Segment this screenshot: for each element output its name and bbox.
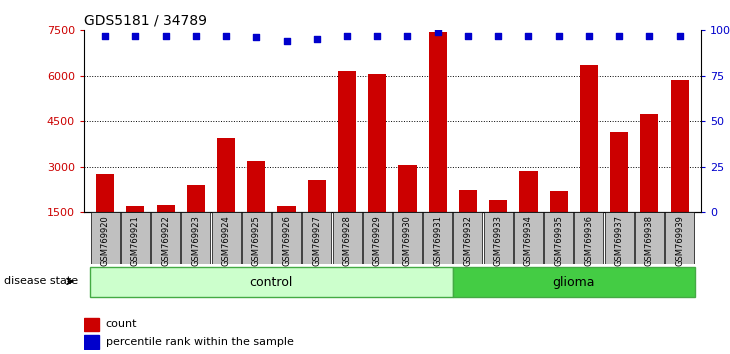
Text: GSM769932: GSM769932 (464, 215, 472, 266)
Bar (363, 212, 392, 264)
Point (160, 33, 172, 38)
Text: count: count (106, 319, 137, 329)
Bar (459, 190, 477, 258)
Bar (544, 212, 573, 264)
Bar (187, 185, 205, 258)
Point (281, 38, 293, 44)
Point (613, 33, 625, 38)
Bar (368, 74, 386, 258)
Text: disease state: disease state (4, 276, 78, 286)
Text: GSM769922: GSM769922 (161, 215, 170, 266)
Text: GSM769920: GSM769920 (101, 215, 110, 266)
Point (553, 33, 564, 38)
Text: GSM769937: GSM769937 (615, 215, 623, 266)
Bar (90, 267, 453, 297)
Bar (338, 71, 356, 258)
Bar (550, 191, 568, 258)
Point (523, 33, 534, 38)
Point (372, 33, 383, 38)
Text: GSM769929: GSM769929 (373, 215, 382, 266)
Point (583, 33, 595, 38)
Text: GSM769931: GSM769931 (433, 215, 442, 266)
Bar (604, 212, 634, 264)
Text: GSM769926: GSM769926 (282, 215, 291, 266)
Bar (156, 205, 174, 258)
Text: control: control (250, 276, 293, 289)
Point (644, 33, 656, 38)
Point (99, 33, 111, 38)
Bar (332, 212, 361, 264)
Bar (91, 212, 120, 264)
Bar (247, 161, 266, 258)
Bar (453, 212, 483, 264)
Bar (423, 212, 453, 264)
Text: GSM769925: GSM769925 (252, 215, 261, 266)
Text: GSM769933: GSM769933 (493, 215, 503, 266)
Bar (212, 212, 241, 264)
Point (220, 33, 232, 38)
Text: GDS5181 / 34789: GDS5181 / 34789 (84, 13, 207, 28)
Text: GSM769923: GSM769923 (191, 215, 200, 266)
Bar (580, 65, 598, 258)
Text: GSM769930: GSM769930 (403, 215, 412, 266)
Bar (277, 206, 296, 258)
Point (492, 33, 504, 38)
Text: percentile rank within the sample: percentile rank within the sample (106, 337, 293, 347)
Bar (96, 175, 114, 258)
Bar (399, 165, 417, 258)
Point (311, 36, 323, 42)
Text: GSM769938: GSM769938 (645, 215, 654, 266)
Point (190, 33, 201, 38)
Bar (489, 200, 507, 258)
Bar (393, 212, 422, 264)
Bar (217, 138, 235, 258)
Point (462, 33, 474, 38)
Bar (519, 171, 537, 258)
Bar (610, 132, 629, 258)
Bar (121, 212, 150, 264)
Text: GSM769927: GSM769927 (312, 215, 321, 266)
Bar (302, 212, 331, 264)
Text: GSM769924: GSM769924 (222, 215, 231, 266)
Text: glioma: glioma (553, 276, 595, 289)
Bar (575, 212, 604, 264)
Text: GSM769934: GSM769934 (524, 215, 533, 266)
Bar (151, 212, 180, 264)
Bar (635, 212, 664, 264)
Bar (126, 206, 145, 258)
Bar (272, 212, 301, 264)
Bar (242, 212, 271, 264)
Point (341, 33, 353, 38)
Point (402, 33, 413, 38)
Bar (665, 212, 694, 264)
Bar (484, 212, 512, 264)
Bar (84, 318, 99, 331)
Bar (308, 181, 326, 258)
Text: GSM769935: GSM769935 (554, 215, 563, 266)
Point (129, 33, 141, 38)
Point (250, 35, 262, 40)
Text: GSM769928: GSM769928 (342, 215, 352, 266)
Bar (181, 212, 210, 264)
Bar (640, 114, 658, 258)
Bar (429, 32, 447, 258)
Bar (671, 80, 688, 258)
Text: GSM769936: GSM769936 (585, 215, 593, 266)
Bar (514, 212, 543, 264)
Bar (84, 335, 99, 349)
Text: GSM769921: GSM769921 (131, 215, 140, 266)
Bar (453, 267, 695, 297)
Point (674, 33, 685, 38)
Point (432, 29, 444, 35)
Text: GSM769939: GSM769939 (675, 215, 684, 266)
